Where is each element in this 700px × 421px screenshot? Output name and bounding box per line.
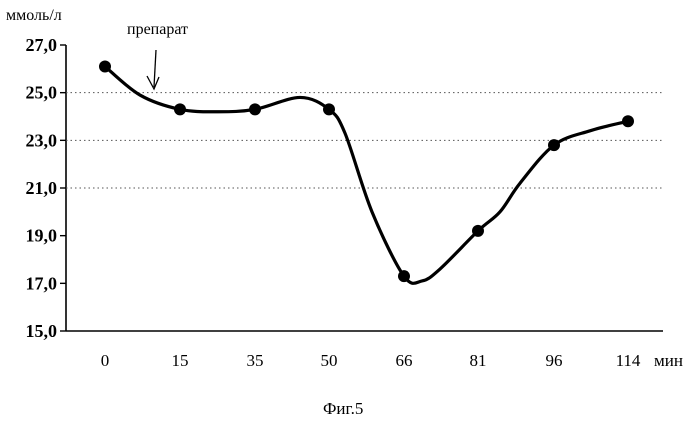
y-tick-label: 17,0 bbox=[26, 273, 58, 293]
x-axis-label: мин bbox=[654, 351, 683, 370]
x-tick-label: 96 bbox=[546, 351, 563, 370]
x-tick-label: 0 bbox=[101, 351, 110, 370]
x-tick-label: 66 bbox=[396, 351, 413, 370]
data-point-114 bbox=[622, 115, 634, 127]
drug-annotation: препарат bbox=[127, 21, 188, 38]
data-point-50 bbox=[323, 103, 335, 115]
y-tick-label: 23,0 bbox=[26, 130, 58, 150]
annotation-arrow bbox=[147, 50, 159, 89]
figure-caption: Фиг.5 bbox=[323, 399, 363, 418]
grid-lines bbox=[66, 93, 663, 188]
x-tick-label: 15 bbox=[172, 351, 189, 370]
x-tick-label: 50 bbox=[321, 351, 338, 370]
series bbox=[99, 60, 634, 283]
y-tick-label: 21,0 bbox=[26, 178, 58, 198]
series-line bbox=[105, 66, 628, 283]
y-tick-label: 15,0 bbox=[26, 321, 58, 341]
data-point-15 bbox=[174, 103, 186, 115]
x-ticks: 0 15 35 50 66 81 96 114 bbox=[101, 351, 641, 370]
data-point-66 bbox=[398, 270, 410, 282]
x-tick-label: 35 bbox=[247, 351, 264, 370]
y-tick-label: 25,0 bbox=[26, 83, 58, 103]
data-point-81 bbox=[472, 225, 484, 237]
y-ticks: 27,0 25,0 23,0 21,0 19,0 17,0 15,0 bbox=[26, 35, 67, 341]
x-tick-label: 81 bbox=[470, 351, 487, 370]
y-tick-label: 19,0 bbox=[26, 226, 58, 246]
y-axis-label: ммоль/л bbox=[6, 7, 62, 24]
data-point-35 bbox=[249, 103, 261, 115]
y-tick-label: 27,0 bbox=[26, 35, 58, 55]
data-point-96 bbox=[548, 139, 560, 151]
data-point-0 bbox=[99, 60, 111, 72]
x-tick-label: 114 bbox=[616, 351, 641, 370]
